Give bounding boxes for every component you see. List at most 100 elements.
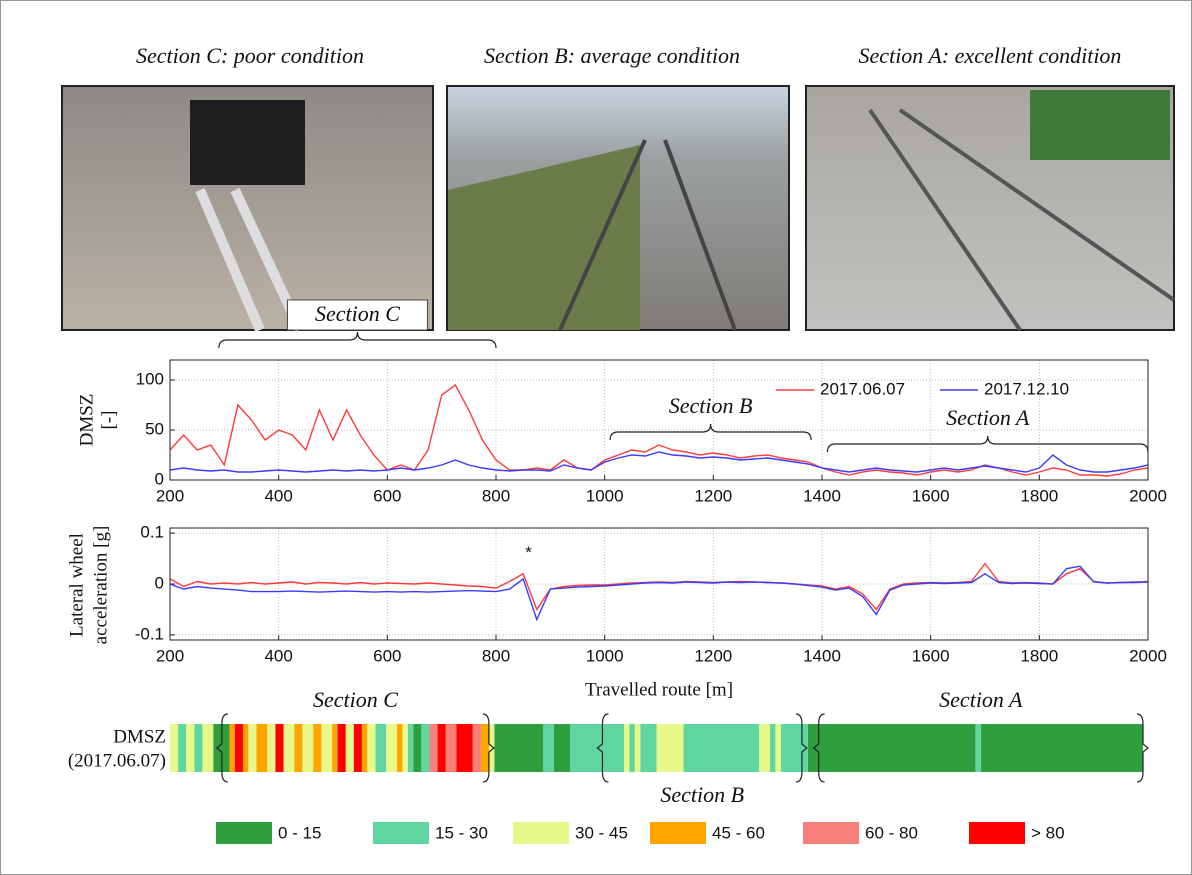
photo-detail: [190, 100, 305, 185]
bracket-label: Section B: [669, 393, 753, 418]
x-tick-label: 1000: [586, 646, 624, 665]
x-tick-label: 2000: [1129, 646, 1167, 665]
strip-segment: [178, 724, 186, 772]
legend-swatch: [373, 822, 429, 844]
bracket-label: Section A: [939, 687, 1023, 712]
strip-segment: [975, 724, 980, 772]
bracket: [219, 332, 496, 348]
x-tick-label: 800: [482, 646, 510, 665]
y-axis-label: DMSZ: [76, 394, 97, 447]
y-axis-label: [-]: [98, 411, 119, 430]
strip-segment: [684, 724, 760, 772]
strip-segment: [775, 724, 780, 772]
strip-segment: [554, 724, 570, 772]
strip-segment: [267, 724, 275, 772]
legend-label: 60 - 80: [865, 823, 918, 842]
strip-segment: [170, 724, 178, 772]
x-tick-label: 2000: [1129, 486, 1167, 505]
strip-segment: [438, 724, 446, 772]
strip-segment: [332, 724, 337, 772]
strip-segment: [456, 724, 472, 772]
bracket-label: Section C: [315, 301, 400, 326]
strip-segment: [367, 724, 375, 772]
strip-segment: [413, 724, 421, 772]
strip-segment: [397, 724, 402, 772]
bracket-label: Section C: [313, 687, 398, 712]
strip-segment: [338, 724, 346, 772]
bracket-label: Section A: [946, 405, 1030, 430]
strip-segment: [543, 724, 554, 772]
legend-swatch: [803, 822, 859, 844]
x-tick-label: 400: [264, 486, 292, 505]
strip-segment: [781, 724, 808, 772]
strip-segment: [284, 724, 295, 772]
figure: Section C: poor condition Section B: ave…: [0, 0, 1192, 875]
strip-segment: [635, 724, 640, 772]
x-tick-label: 1600: [912, 646, 950, 665]
x-tick-label: 200: [156, 646, 184, 665]
strip-segment: [421, 724, 429, 772]
x-tick-label: 1600: [912, 486, 950, 505]
y-axis-label: Lateral wheel: [66, 533, 87, 637]
photo-title: Section B: average condition: [484, 43, 740, 68]
strip-segment: [194, 724, 202, 772]
strip-label: (2017.06.07): [68, 750, 166, 771]
x-tick-label: 400: [264, 646, 292, 665]
strip-segment: [256, 724, 267, 772]
x-tick-label: 1200: [694, 486, 732, 505]
legend-swatch: [969, 822, 1025, 844]
x-tick-label: 1000: [586, 486, 624, 505]
strip-segment: [235, 724, 243, 772]
strip-segment: [981, 724, 1143, 772]
legend-label: > 80: [1031, 823, 1065, 842]
y-tick-label: 0: [155, 469, 164, 488]
x-tick-label: 800: [482, 486, 510, 505]
strip-segment: [202, 724, 213, 772]
y-tick-label: 0: [155, 573, 164, 592]
strip-segment: [346, 724, 354, 772]
strip-segment: [375, 724, 386, 772]
x-tick-label: 200: [156, 486, 184, 505]
photo-detail: [1030, 90, 1170, 160]
strip-segment: [494, 724, 543, 772]
photo-c: [62, 86, 433, 330]
photo-title: Section C: poor condition: [136, 43, 364, 68]
legend-label: 2017.06.07: [820, 379, 905, 398]
strip-label: DMSZ: [113, 726, 166, 747]
strip-segment: [248, 724, 256, 772]
y-tick-label: 50: [145, 419, 164, 438]
y-tick-label: -0.1: [135, 624, 164, 643]
x-tick-label: 1200: [694, 646, 732, 665]
legend-label: 2017.12.10: [984, 379, 1069, 398]
legend-swatch: [513, 822, 569, 844]
strip-segment: [275, 724, 283, 772]
strip-segment: [657, 724, 684, 772]
strip-segment: [354, 724, 362, 772]
strip-segment: [481, 724, 489, 772]
strip-segment: [386, 724, 397, 772]
strip-segment: [629, 724, 634, 772]
strip-segment: [302, 724, 313, 772]
strip-segment: [243, 724, 248, 772]
annotation: *: [525, 543, 532, 562]
y-axis-label: acceleration [g]: [90, 526, 111, 645]
bracket-label: Section B: [660, 782, 744, 807]
strip-segment: [808, 724, 976, 772]
photo-a: [806, 86, 1174, 330]
legend-label: 0 - 15: [278, 823, 321, 842]
legend-label: 30 - 45: [575, 823, 628, 842]
strip-segment: [473, 724, 481, 772]
strip-segment: [408, 724, 413, 772]
x-tick-label: 1800: [1020, 646, 1058, 665]
x-tick-label: 600: [373, 646, 401, 665]
strip-segment: [446, 724, 457, 772]
strip-segment: [294, 724, 302, 772]
x-axis-label: Travelled route [m]: [585, 679, 733, 700]
strip-segment: [770, 724, 775, 772]
y-tick-label: 100: [136, 369, 164, 388]
legend-swatch: [650, 822, 706, 844]
strip-segment: [640, 724, 656, 772]
strip-segment: [759, 724, 770, 772]
strip-segment: [321, 724, 332, 772]
strip-segment: [624, 724, 629, 772]
